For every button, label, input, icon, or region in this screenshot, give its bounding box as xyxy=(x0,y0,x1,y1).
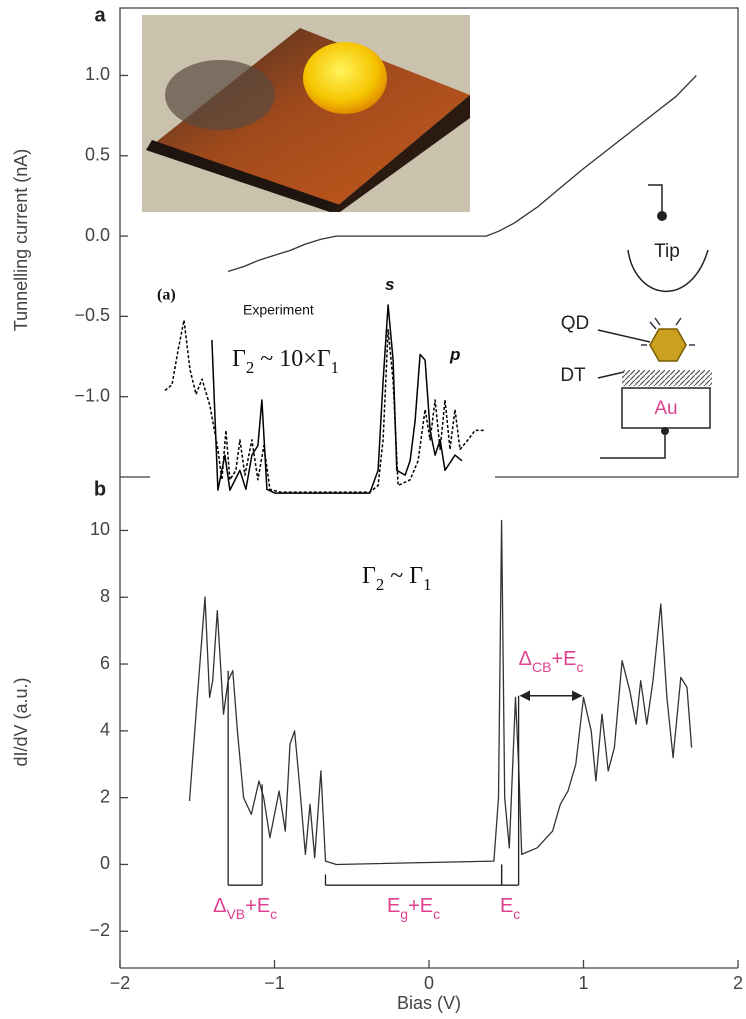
bracket-label: Eg+Ec xyxy=(387,895,440,921)
tip-dot xyxy=(657,211,667,221)
data-line xyxy=(211,304,463,494)
y-tick-label: 0 xyxy=(100,853,110,873)
panel-label: a xyxy=(94,4,106,26)
text-part: +E xyxy=(408,895,433,917)
data-line xyxy=(188,519,693,866)
text-part: Γ xyxy=(232,346,246,372)
y-tick-label: −1.0 xyxy=(74,385,110,405)
y-tick-label: 2 xyxy=(100,786,110,806)
au-label: Au xyxy=(654,398,677,419)
y-tick-label: 0.5 xyxy=(85,145,110,165)
y-tick-label: 10 xyxy=(90,519,110,539)
panel-label: b xyxy=(94,478,106,500)
text-part: g xyxy=(400,906,408,922)
afm-image xyxy=(142,15,470,212)
text-part: +E xyxy=(551,648,576,670)
text-part: 2 xyxy=(376,575,384,594)
x-axis-label: Bias (V) xyxy=(397,993,461,1013)
bracket-label: ΔVB+Ec xyxy=(213,895,277,921)
y-tick-label: 6 xyxy=(100,653,110,673)
text-part: ~ 10×Γ xyxy=(254,346,331,372)
text-part: s xyxy=(385,275,394,294)
contact-dot xyxy=(661,427,669,435)
y-tick-label: −0.5 xyxy=(74,305,110,325)
x-tick-label: −2 xyxy=(110,973,131,993)
y-tick-label: 4 xyxy=(100,720,110,740)
text-part: CB xyxy=(532,658,551,674)
text-part: E xyxy=(387,895,400,917)
text-part: +E xyxy=(245,895,270,917)
inset-title: (a) xyxy=(157,287,176,304)
tip-label: Tip xyxy=(654,241,680,262)
text-part: Δ xyxy=(519,648,532,670)
x-tick-label: 1 xyxy=(578,973,588,993)
annotation: Γ2 ~ 10×Γ1 xyxy=(232,346,339,378)
text-part: E xyxy=(500,895,513,917)
data-line xyxy=(164,319,485,493)
text-part: p xyxy=(449,345,460,364)
y-axis-label: Tunnelling current (nA) xyxy=(11,149,31,331)
text-part: c xyxy=(433,906,440,922)
y-tick-label: −2 xyxy=(89,920,110,940)
text-part: Δ xyxy=(213,895,226,917)
y-tick-label: 8 xyxy=(100,586,110,606)
y-tick-label: 0.0 xyxy=(85,225,110,245)
arrow-label: ΔCB+Ec xyxy=(519,648,584,674)
x-tick-label: 0 xyxy=(424,973,434,993)
tip-schematic xyxy=(597,184,712,459)
x-tick-label: 2 xyxy=(733,973,743,993)
bracket-label: Ec xyxy=(500,895,520,921)
text-part: 1 xyxy=(423,575,431,594)
text-part: ~ Γ xyxy=(384,563,423,589)
qd-label: QD xyxy=(561,313,590,334)
annotation: Γ2 ~ Γ1 xyxy=(362,563,432,595)
y-tick-label: 1.0 xyxy=(85,64,110,84)
inset-subtitle: Experiment xyxy=(243,302,314,318)
text-part: 2 xyxy=(246,358,254,377)
text-part: VB xyxy=(226,906,245,922)
text-part: c xyxy=(576,658,583,674)
x-tick-label: −1 xyxy=(264,973,285,993)
annotation: s xyxy=(385,275,394,294)
y-axis-label: dI/dV (a.u.) xyxy=(11,677,31,766)
text-part: Γ xyxy=(362,563,376,589)
spectrum-inset xyxy=(150,288,495,495)
data-line xyxy=(227,75,697,273)
text-part: c xyxy=(513,906,520,922)
annotation: p xyxy=(449,345,460,364)
text-part: 1 xyxy=(331,358,339,377)
text-part: c xyxy=(270,906,277,922)
dt-label: DT xyxy=(560,365,586,386)
